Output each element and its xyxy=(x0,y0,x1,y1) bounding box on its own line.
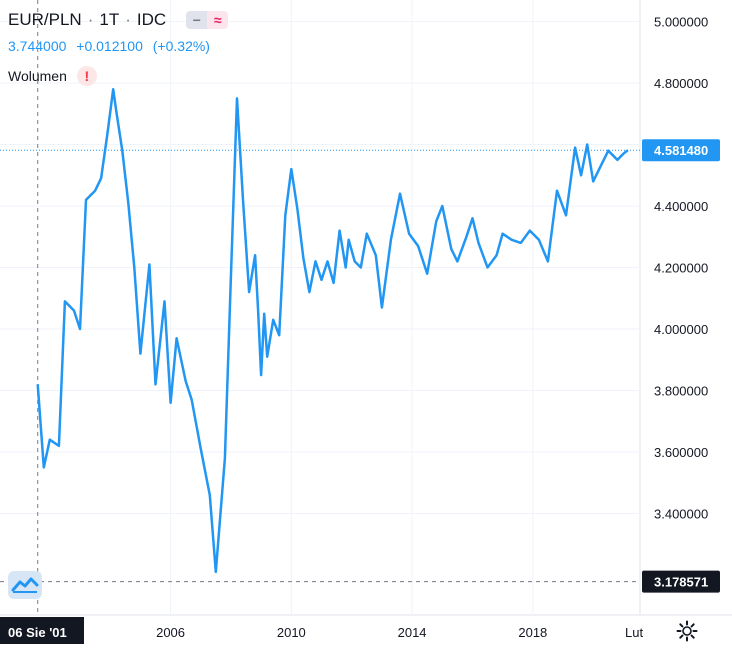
y-tick-label: 4.800000 xyxy=(654,76,708,91)
x-tick-label: 2018 xyxy=(518,625,547,640)
separator: · xyxy=(87,10,94,29)
quote-line: 3.744000 +0.012100 (+0.32%) xyxy=(8,38,216,54)
crosshair-x-label: 06 Sie '01 xyxy=(8,625,67,640)
volume-label[interactable]: Wolumen xyxy=(8,68,67,84)
price-change-pct: (+0.32%) xyxy=(152,38,210,54)
y-axis: 5.0000004.8000004.6000004.4000004.200000… xyxy=(654,15,708,522)
y-tick-label: 4.000000 xyxy=(654,322,708,337)
minus-icon[interactable]: − xyxy=(186,11,208,29)
last-price-label: 4.581480 xyxy=(654,143,708,158)
last-price: 3.744000 xyxy=(8,38,67,54)
status-pill: − ≈ xyxy=(186,11,229,29)
axis-value-labels: 4.581480 3.178571 06 Sie '01 xyxy=(0,139,720,644)
approx-icon[interactable]: ≈ xyxy=(207,11,229,29)
y-tick-label: 3.400000 xyxy=(654,507,708,522)
crosshair-y-label-bg xyxy=(642,570,720,593)
volume-legend: Wolumen ! xyxy=(8,66,97,86)
y-tick-label: 4.400000 xyxy=(654,199,708,214)
price-change: +0.012100 xyxy=(76,38,143,54)
y-tick-label: 3.600000 xyxy=(654,445,708,460)
exclamation-icon[interactable]: ! xyxy=(76,66,97,86)
y-tick-label: 3.800000 xyxy=(654,384,708,399)
x-tick-label: 2014 xyxy=(398,625,427,640)
chart-header: EUR/PLN · 1T · IDC − ≈ xyxy=(8,10,229,30)
symbol-label[interactable]: EUR/PLN xyxy=(8,10,82,29)
price-series-line xyxy=(36,87,629,574)
separator: · xyxy=(125,10,131,29)
gear-icon[interactable] xyxy=(676,620,698,642)
x-end-label: Lut xyxy=(625,625,643,640)
crosshair-y-label: 3.178571 xyxy=(654,575,708,590)
y-tick-label: 4.200000 xyxy=(654,261,708,276)
crosshair-x-label-bg xyxy=(0,617,84,644)
x-axis: 2006 2010 2014 2018 Lut xyxy=(156,625,643,640)
grid-lines xyxy=(0,0,732,616)
x-tick-label: 2006 xyxy=(156,625,185,640)
source-label: IDC xyxy=(136,10,167,29)
x-tick-label: 2010 xyxy=(277,625,306,640)
y-tick-label: 5.000000 xyxy=(654,15,708,30)
last-price-label-bg xyxy=(642,139,720,162)
interval-label[interactable]: 1T xyxy=(99,10,120,29)
crosshair xyxy=(0,0,640,615)
tradingview-logo-icon[interactable] xyxy=(8,571,42,599)
